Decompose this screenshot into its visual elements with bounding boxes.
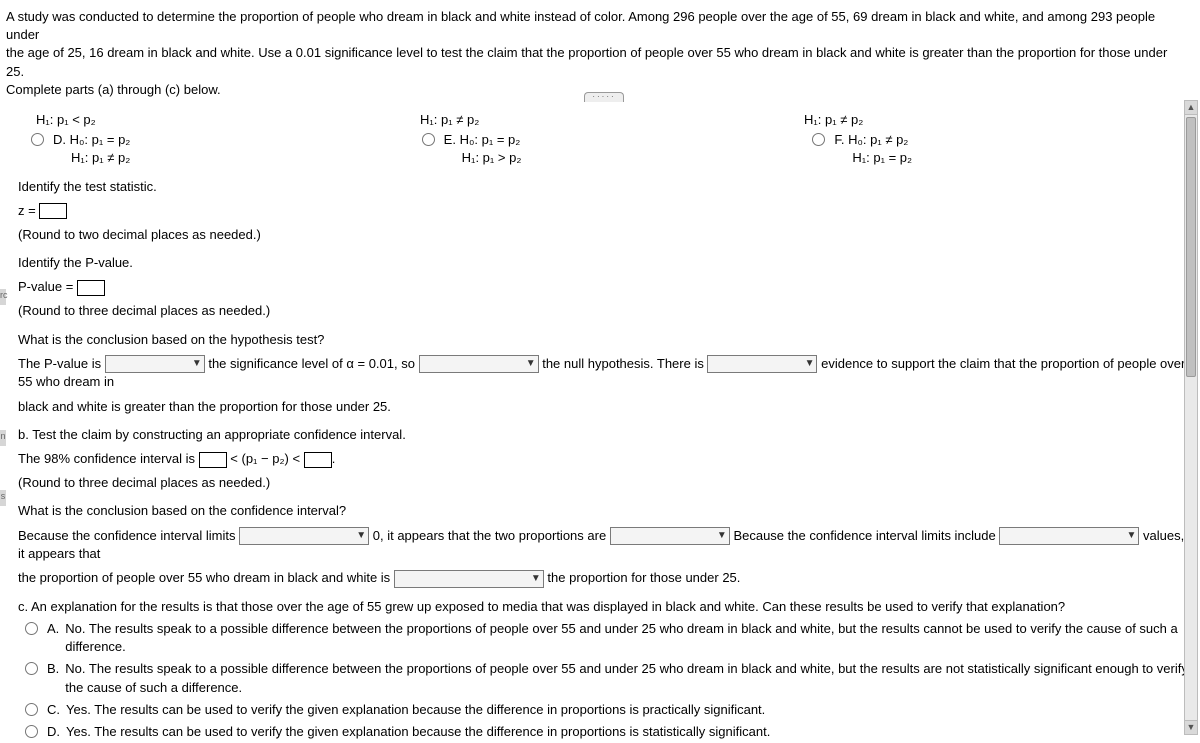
- option-a[interactable]: A. No. The results speak to a possible d…: [20, 620, 1188, 656]
- prop-under25-text: the proportion for those under 25.: [547, 570, 740, 585]
- option-f-letter: F.: [834, 132, 844, 147]
- p-value-input[interactable]: [77, 280, 105, 296]
- part-b-label: b. Test the claim by constructing an app…: [18, 426, 1188, 444]
- round-two-decimals: (Round to two decimal places as needed.): [18, 226, 1188, 244]
- problem-statement: A study was conducted to determine the p…: [6, 8, 1188, 99]
- ci-conclusion-line2: the proportion of people over 55 who dre…: [18, 569, 1188, 588]
- option-b-text: No. The results speak to a possible diff…: [65, 660, 1188, 696]
- option-e-radio[interactable]: [422, 133, 435, 146]
- option-d-h0: H₀: p₁ = p₂: [70, 132, 131, 147]
- option-a-text: No. The results speak to a possible diff…: [65, 620, 1188, 656]
- values-sign-select[interactable]: ▼: [999, 527, 1139, 545]
- round-three-decimals: (Round to three decimal places as needed…: [18, 302, 1188, 320]
- identify-p-value-label: Identify the P-value.: [18, 254, 1188, 272]
- chevron-down-icon: ▼: [356, 529, 366, 543]
- scroll-down-button[interactable]: ▼: [1185, 720, 1197, 734]
- ci-limits-text: Because the confidence interval limits: [18, 528, 236, 543]
- option-d-partc[interactable]: D. Yes. The results can be used to verif…: [20, 723, 1188, 741]
- option-c-radio[interactable]: [25, 703, 38, 716]
- option-d-partc-radio[interactable]: [25, 725, 38, 738]
- option-f-h1: H₁: p₁ = p₂: [852, 149, 912, 167]
- scroll-up-button[interactable]: ▲: [1185, 101, 1197, 115]
- chevron-down-icon: ▼: [1126, 529, 1136, 543]
- zero-appears-text: 0, it appears that the two proportions a…: [373, 528, 606, 543]
- ci-lower-input[interactable]: [199, 452, 227, 468]
- option-d-letter: D.: [53, 132, 66, 147]
- option-d-radio[interactable]: [31, 133, 44, 146]
- limits-contain-select[interactable]: ▼: [239, 527, 369, 545]
- option-e-h0: H₀: p₁ = p₂: [460, 132, 521, 147]
- marker-s: s: [0, 490, 6, 506]
- h1-col-b: H₁: p₁ ≠ p₂: [420, 111, 804, 129]
- page-edge-markers: rc n s: [0, 0, 6, 743]
- conclusion-ci-question: What is the conclusion based on the conf…: [18, 502, 1188, 520]
- evidence-select[interactable]: ▼: [707, 355, 817, 373]
- reject-select[interactable]: ▼: [419, 355, 539, 373]
- null-hyp-text: the null hypothesis. There is: [542, 356, 704, 371]
- collapse-tab[interactable]: ·····: [584, 92, 624, 102]
- part-c-label: c. An explanation for the results is tha…: [18, 598, 1188, 616]
- chevron-down-icon: ▼: [805, 357, 815, 371]
- hypotheses-top-row: H₁: p₁ < p₂ H₁: p₁ ≠ p₂ H₁: p₁ ≠ p₂: [36, 111, 1188, 129]
- option-f-radio[interactable]: [812, 133, 825, 146]
- h1-col-a: H₁: p₁ < p₂: [36, 111, 420, 129]
- option-c-text: Yes. The results can be used to verify t…: [66, 701, 765, 719]
- option-b-letter: B.: [47, 660, 59, 678]
- z-equals-label: z =: [18, 203, 36, 218]
- option-e-h1: H₁: p₁ > p₂: [462, 149, 522, 167]
- z-input[interactable]: [39, 203, 67, 219]
- compare-select[interactable]: ▼: [105, 355, 205, 373]
- option-a-radio[interactable]: [25, 622, 38, 635]
- scroll-thumb[interactable]: [1186, 117, 1196, 377]
- limits-include-text: Because the confidence interval limits i…: [733, 528, 995, 543]
- option-d-h1: H₁: p₁ ≠ p₂: [71, 149, 130, 167]
- option-d-partc-letter: D.: [47, 723, 60, 741]
- option-f[interactable]: F. H₀: p₁ ≠ p₂ H₁: p₁ = p₂: [807, 131, 1188, 167]
- option-b[interactable]: B. No. The results speak to a possible d…: [20, 660, 1188, 696]
- proportions-equal-select[interactable]: ▼: [610, 527, 730, 545]
- chevron-down-icon: ▼: [531, 572, 541, 586]
- option-d[interactable]: D. H₀: p₁ = p₂ H₁: p₁ ≠ p₂: [26, 131, 407, 167]
- marker-n: n: [0, 430, 6, 446]
- conclusion-sentence-1: The P-value is ▼ the significance level …: [18, 355, 1188, 392]
- option-b-radio[interactable]: [25, 662, 38, 675]
- p-value-label: P-value =: [18, 279, 73, 294]
- option-a-letter: A.: [47, 620, 59, 638]
- round-three-decimals-b: (Round to three decimal places as needed…: [18, 474, 1188, 492]
- identify-test-statistic-label: Identify the test statistic.: [18, 178, 1188, 196]
- chevron-down-icon: ▼: [526, 357, 536, 371]
- ci-conclusion-line1: Because the confidence interval limits ▼…: [18, 527, 1188, 564]
- prop-over55-text: the proportion of people over 55 who dre…: [18, 570, 390, 585]
- option-f-h0: H₀: p₁ ≠ p₂: [848, 132, 908, 147]
- pvalue-is-text: The P-value is: [18, 356, 101, 371]
- h1-col-c: H₁: p₁ ≠ p₂: [804, 111, 1188, 129]
- chevron-down-icon: ▼: [192, 357, 202, 371]
- intro-line-1: A study was conducted to determine the p…: [6, 8, 1188, 44]
- option-d-partc-text: Yes. The results can be used to verify t…: [66, 723, 770, 741]
- intro-line-2: the age of 25, 16 dream in black and whi…: [6, 44, 1188, 80]
- ci-prefix: The 98% confidence interval is: [18, 451, 195, 466]
- option-c[interactable]: C. Yes. The results can be used to verif…: [20, 701, 1188, 719]
- conclusion-sentence-1b: black and white is greater than the prop…: [18, 398, 1188, 416]
- ci-upper-input[interactable]: [304, 452, 332, 468]
- relation-select[interactable]: ▼: [394, 570, 544, 588]
- chevron-down-icon: ▼: [717, 529, 727, 543]
- vertical-scrollbar[interactable]: ▲ ▼: [1184, 100, 1198, 735]
- marker-rc: rc: [0, 289, 6, 305]
- ci-middle: < (p₁ − p₂) <: [230, 451, 300, 466]
- option-e-letter: E.: [444, 132, 456, 147]
- conclusion-hypothesis-question: What is the conclusion based on the hypo…: [18, 331, 1188, 349]
- option-e[interactable]: E. H₀: p₁ = p₂ H₁: p₁ > p₂: [417, 131, 798, 167]
- sig-level-text: the significance level of α = 0.01, so: [208, 356, 415, 371]
- option-c-letter: C.: [47, 701, 60, 719]
